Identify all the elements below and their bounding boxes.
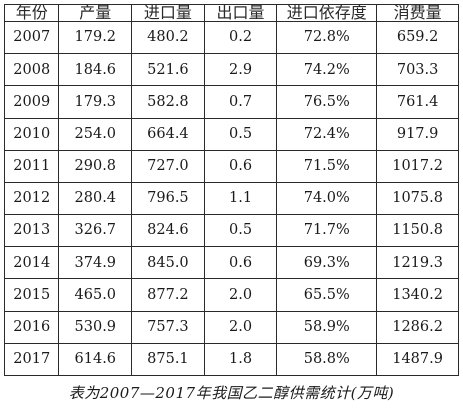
cell-production: 184.6 [58, 53, 133, 87]
supply-demand-table: 年份 产量 进口量 出口量 进口依存度 消费量 2007 179.2 480.2 0.… [3, 4, 459, 377]
table-caption: 表为2007—2017年我国乙二醇供需统计(万吨) [68, 384, 395, 402]
header-imports: 进口量 [131, 4, 205, 22]
cell-exports: 1.1 [203, 181, 278, 216]
cell-import-dependence: 58.9% [276, 310, 378, 344]
cell-imports: 480.2 [131, 20, 205, 55]
cell-imports: 796.5 [131, 181, 205, 216]
table-row: 2013 326.7 824.6 0.5 71.7% 1150.8 [3, 214, 459, 248]
cell-consumption: 917.9 [376, 117, 459, 151]
cell-import-dependence: 72.8% [276, 20, 378, 55]
header-consumption: 消费量 [376, 4, 459, 22]
cell-import-dependence: 58.8% [276, 342, 378, 377]
table-row: 2008 184.6 521.6 2.9 74.2% 703.3 [3, 53, 459, 87]
cell-exports: 0.6 [203, 149, 278, 183]
cell-import-dependence: 74.2% [276, 53, 378, 87]
cell-import-dependence: 76.5% [276, 85, 378, 119]
cell-imports: 757.3 [131, 310, 205, 344]
cell-year: 2014 [3, 246, 60, 280]
cell-consumption: 1219.3 [376, 246, 459, 280]
cell-production: 179.3 [58, 85, 133, 119]
cell-year: 2007 [3, 20, 60, 55]
cell-consumption: 1340.2 [376, 278, 459, 312]
cell-year: 2016 [3, 310, 60, 344]
cell-import-dependence: 71.5% [276, 149, 378, 183]
cell-exports: 0.5 [203, 117, 278, 151]
cell-consumption: 659.2 [376, 20, 459, 55]
cell-production: 326.7 [58, 214, 133, 248]
supply-demand-table-container: 年份 产量 进口量 出口量 进口依存度 消费量 2007 179.2 480.2 0.… [3, 4, 459, 377]
cell-exports: 2.0 [203, 278, 278, 312]
cell-exports: 1.8 [203, 342, 278, 377]
table-header-row: 年份 产量 进口量 出口量 进口依存度 消费量 [3, 4, 459, 22]
cell-consumption: 761.4 [376, 85, 459, 119]
cell-exports: 0.6 [203, 246, 278, 280]
table-row: 2017 614.6 875.1 1.8 58.8% 1487.9 [3, 342, 459, 377]
cell-production: 179.2 [58, 20, 133, 55]
cell-import-dependence: 74.0% [276, 181, 378, 216]
cell-imports: 877.2 [131, 278, 205, 312]
cell-exports: 0.7 [203, 85, 278, 119]
cell-consumption: 1487.9 [376, 342, 459, 377]
cell-year: 2011 [3, 149, 60, 183]
cell-consumption: 1150.8 [376, 214, 459, 248]
header-production: 产量 [58, 4, 133, 22]
table-row: 2015 465.0 877.2 2.0 65.5% 1340.2 [3, 278, 459, 312]
cell-year: 2009 [3, 85, 60, 119]
cell-year: 2012 [3, 181, 60, 216]
cell-year: 2008 [3, 53, 60, 87]
cell-imports: 521.6 [131, 53, 205, 87]
header-exports: 出口量 [203, 4, 278, 22]
table-row: 2011 290.8 727.0 0.6 71.5% 1017.2 [3, 149, 459, 183]
cell-imports: 664.4 [131, 117, 205, 151]
cell-production: 614.6 [58, 342, 133, 377]
cell-exports: 0.2 [203, 20, 278, 55]
cell-imports: 582.8 [131, 85, 205, 119]
cell-imports: 824.6 [131, 214, 205, 248]
cell-year: 2013 [3, 214, 60, 248]
table-row: 2010 254.0 664.4 0.5 72.4% 917.9 [3, 117, 459, 151]
cell-imports: 845.0 [131, 246, 205, 280]
cell-production: 530.9 [58, 310, 133, 344]
cell-production: 374.9 [58, 246, 133, 280]
cell-year: 2015 [3, 278, 60, 312]
header-year: 年份 [3, 4, 60, 22]
table-row: 2012 280.4 796.5 1.1 74.0% 1075.8 [3, 181, 459, 216]
cell-exports: 0.5 [203, 214, 278, 248]
table-row: 2007 179.2 480.2 0.2 72.8% 659.2 [3, 20, 459, 55]
table-row: 2009 179.3 582.8 0.7 76.5% 761.4 [3, 85, 459, 119]
cell-production: 465.0 [58, 278, 133, 312]
cell-year: 2017 [3, 342, 60, 377]
cell-imports: 875.1 [131, 342, 205, 377]
cell-consumption: 1075.8 [376, 181, 459, 216]
cell-consumption: 1017.2 [376, 149, 459, 183]
header-import-dependence: 进口依存度 [276, 4, 378, 22]
cell-production: 290.8 [58, 149, 133, 183]
table-row: 2016 530.9 757.3 2.0 58.9% 1286.2 [3, 310, 459, 344]
cell-import-dependence: 72.4% [276, 117, 378, 151]
cell-import-dependence: 69.3% [276, 246, 378, 280]
cell-exports: 2.9 [203, 53, 278, 87]
cell-import-dependence: 65.5% [276, 278, 378, 312]
cell-year: 2010 [3, 117, 60, 151]
table-body: 2007 179.2 480.2 0.2 72.8% 659.2 2008 184.6 521.… [3, 20, 459, 377]
cell-consumption: 703.3 [376, 53, 459, 87]
cell-exports: 2.0 [203, 310, 278, 344]
cell-imports: 727.0 [131, 149, 205, 183]
cell-production: 280.4 [58, 181, 133, 216]
cell-consumption: 1286.2 [376, 310, 459, 344]
cell-import-dependence: 71.7% [276, 214, 378, 248]
table-row: 2014 374.9 845.0 0.6 69.3% 1219.3 [3, 246, 459, 280]
cell-production: 254.0 [58, 117, 133, 151]
